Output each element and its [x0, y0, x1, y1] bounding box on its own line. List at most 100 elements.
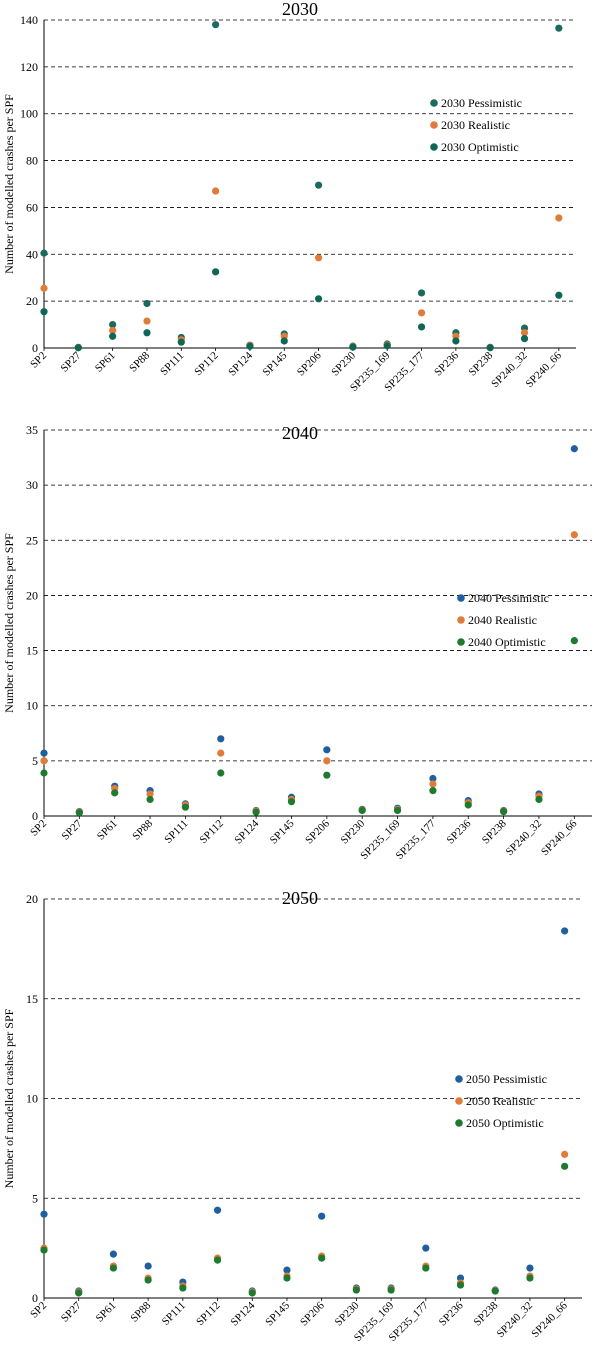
- point-2050-0-SP235_177: [422, 1244, 430, 1252]
- point-2040-1-SP240_66: [570, 531, 578, 539]
- x-tick-label: SP235_177: [394, 817, 439, 860]
- y-tick-label: 25: [26, 533, 38, 547]
- point-2030-0-SP2: [40, 249, 48, 257]
- point-2030-2-SP238: [486, 344, 494, 352]
- point-2030-1-SP2: [40, 284, 48, 292]
- x-tick-label: SP238: [480, 817, 509, 846]
- y-axis-title: Number of modelled crashes per SPF: [2, 533, 16, 713]
- point-2030-2-SP112: [212, 268, 220, 276]
- y-tick-label: 0: [32, 341, 38, 355]
- point-2050-2-SP145: [283, 1274, 291, 1282]
- y-axis-title: Number of modelled crashes per SPF: [2, 94, 16, 274]
- point-2040-2-SP235_177: [429, 787, 437, 795]
- point-2050-0-SP145: [283, 1266, 291, 1274]
- x-tick-label: SP240_32: [489, 350, 529, 390]
- point-2040-2-SP145: [287, 798, 296, 806]
- x-tick-label: SP61: [94, 1300, 119, 1325]
- point-2030-2-SP240_66: [555, 291, 563, 299]
- x-tick-label: SP230: [329, 349, 358, 378]
- chart-2030: 2030 0 20 40 60 80 100 120 140 Number of modelled…: [0, 0, 596, 415]
- legend-marker: [455, 1075, 463, 1083]
- point-2040-2-SP235_169: [393, 806, 402, 815]
- point-2050-2-SP235_169: [387, 1286, 395, 1294]
- point-2030-1-SP240_32: [520, 329, 529, 337]
- x-tick-label: SP240_32: [495, 1300, 535, 1340]
- legend-label: 2040 Optimistic: [468, 635, 546, 649]
- point-2030-2-SP2: [40, 308, 48, 316]
- legend-label: 2050 Pessimistic: [466, 1072, 547, 1086]
- point-2050-2-SP238: [491, 1287, 499, 1295]
- y-tick-label: 80: [26, 154, 38, 168]
- point-2040-2-SP240_66: [570, 637, 578, 645]
- x-tick-label: SP236: [445, 817, 474, 846]
- point-2050-1-SP240_66: [561, 1150, 569, 1158]
- point-2030-2-SP230: [349, 343, 357, 351]
- y-tick-label: 15: [26, 992, 38, 1006]
- x-tick-label: SP112: [197, 818, 226, 847]
- y-tick-label: 30: [26, 478, 38, 492]
- legend-label: 2030 Optimistic: [441, 140, 519, 154]
- point-2050-0-SP112: [213, 1206, 222, 1214]
- point-2050-0-SP240_32: [526, 1264, 534, 1272]
- point-2050-0-SP2: [40, 1210, 48, 1218]
- x-tick-label: SP236: [432, 349, 461, 378]
- x-tick-label: SP240_66: [529, 1299, 570, 1340]
- x-tick-label: SP27: [60, 817, 85, 842]
- point-2050-2-SP112: [213, 1256, 222, 1264]
- y-tick-label: 60: [26, 200, 38, 214]
- y-tick-label: 5: [32, 754, 38, 768]
- x-tick-label: SP238: [467, 349, 496, 378]
- y-tick-label: 10: [26, 1092, 38, 1106]
- point-2030-1-SP206: [314, 254, 323, 262]
- x-tick-label: SP240_32: [504, 818, 544, 858]
- x-tick-label: SP145: [263, 1299, 292, 1328]
- x-tick-label: SP206: [303, 817, 332, 846]
- point-2040-1-SP88: [146, 790, 154, 798]
- x-tick-label: SP27: [59, 349, 84, 374]
- y-tick-label: 10: [26, 699, 38, 713]
- point-2050-2-SP61: [109, 1264, 118, 1272]
- x-tick-label: SP206: [295, 349, 324, 378]
- point-2030-1-SP240_66: [555, 214, 563, 222]
- point-2030-2-SP240_32: [520, 335, 529, 343]
- point-2040-0-SP2: [40, 749, 48, 757]
- point-2050-2-SP111: [179, 1284, 187, 1292]
- point-2050-2-SP236: [456, 1281, 465, 1289]
- x-tick-label: SP145: [268, 817, 297, 846]
- point-2030-0-SP240_66: [555, 24, 563, 32]
- x-tick-label: SP124: [232, 817, 261, 846]
- x-tick-label: SP61: [95, 818, 120, 843]
- y-tick-label: 0: [32, 809, 38, 823]
- x-tick-label: SP124: [226, 349, 255, 378]
- x-tick-label: SP27: [59, 1299, 84, 1324]
- point-2030-2-SP206: [314, 295, 323, 303]
- point-2030-1-SP88: [143, 317, 151, 325]
- y-tick-label: 40: [26, 247, 38, 261]
- point-2030-2-SP111: [177, 338, 185, 346]
- chart-title: 2040: [282, 423, 318, 443]
- x-tick-label: SP238: [472, 1299, 501, 1328]
- x-tick-label: SP61: [93, 350, 118, 375]
- legend-marker: [457, 638, 465, 646]
- legend-marker: [457, 594, 465, 602]
- point-2030-1-SP112: [212, 187, 220, 195]
- y-tick-label: 100: [20, 107, 38, 121]
- point-2050-0-SP61: [109, 1250, 118, 1258]
- x-tick-label: SP230: [333, 1299, 362, 1328]
- point-2040-2-SP111: [181, 803, 190, 811]
- legend-marker: [457, 616, 465, 624]
- x-tick-label: SP112: [194, 1300, 223, 1329]
- chart-2030-svg: 2030 0 20 40 60 80 100 120 140 Number of modelled…: [2, 0, 576, 394]
- legend-marker: [430, 121, 438, 129]
- legend-marker: [430, 99, 438, 107]
- legend-label: 2030 Pessimistic: [441, 96, 522, 110]
- x-tick-label: SP236: [437, 1299, 466, 1328]
- chart-2040: 2040 0 5 10 15 20 25 30 35 Number of modelled cra…: [0, 415, 596, 860]
- point-2040-1-SP206: [323, 757, 331, 765]
- legend-label: 2040 Pessimistic: [468, 591, 549, 605]
- point-2030-0-SP61: [109, 320, 117, 329]
- point-2050-2-SP88: [144, 1276, 152, 1284]
- y-tick-label: 140: [20, 13, 38, 27]
- point-2040-0-SP235_177: [429, 774, 437, 783]
- y-tick-label: 0: [32, 1291, 38, 1305]
